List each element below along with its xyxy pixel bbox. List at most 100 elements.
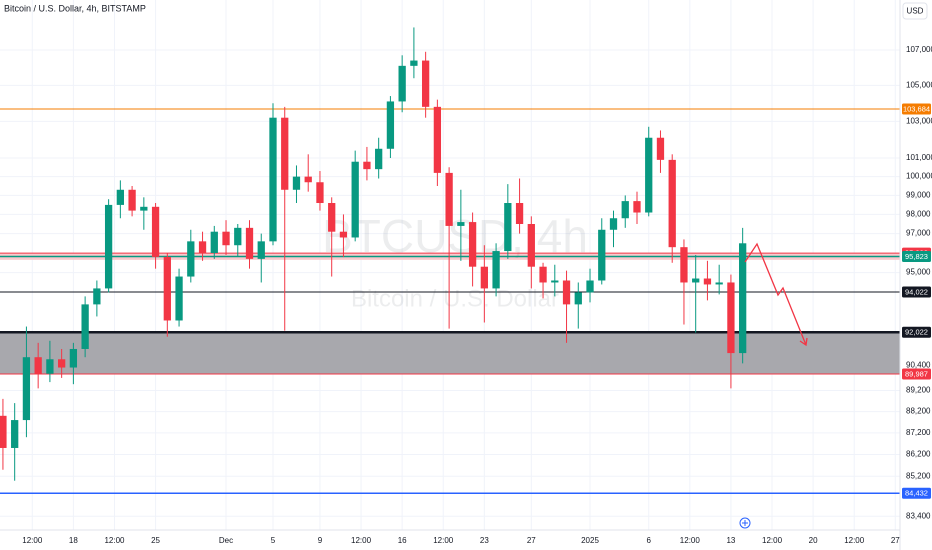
candle-body	[128, 189, 136, 211]
y-tick-label: 83,400	[906, 511, 931, 520]
x-tick-label: 6	[647, 536, 652, 545]
x-tick-label: 27	[891, 536, 900, 545]
candle-body	[351, 161, 359, 238]
level-tag	[902, 286, 931, 298]
candle-body	[304, 176, 312, 183]
zones	[0, 253, 900, 375]
candle-body	[574, 292, 582, 305]
candle-body	[269, 117, 277, 242]
currency[interactable]: USD	[907, 7, 924, 16]
x-tick-label: 12:00	[433, 536, 454, 545]
candle-body	[680, 247, 688, 283]
level-label: 92,022	[905, 328, 928, 337]
levels	[0, 108, 900, 495]
candle-body	[104, 204, 113, 289]
candle-body	[175, 276, 183, 321]
level-tag	[902, 103, 931, 115]
x-tick-label: 18	[69, 536, 78, 545]
candle-body	[668, 159, 676, 248]
axes: 107,000 105,000 103,000 101,000 100,000 99,00…	[22, 45, 932, 545]
x-tick-label: 13	[726, 536, 735, 545]
chart-title: Bitcoin / U.S. Dollar, 4h, BITSTAMP	[4, 3, 146, 13]
candle-body	[187, 241, 195, 277]
candle-body	[492, 251, 500, 289]
candle-body	[328, 203, 336, 232]
candle-body	[621, 201, 629, 219]
x-tick-label: 27	[527, 536, 536, 545]
candle-body	[633, 201, 641, 213]
candle-body	[257, 241, 265, 259]
candle-body	[515, 203, 524, 224]
x-tick-label: 2025	[581, 536, 599, 545]
x-tick-label: 12:00	[844, 536, 865, 545]
candle-body	[210, 231, 218, 254]
candle-body	[0, 415, 7, 448]
candles	[0, 27, 747, 481]
x-tick-label: 12:00	[104, 536, 125, 545]
level-tag	[902, 250, 931, 262]
y-tick-label: 107,000	[906, 45, 932, 54]
y-tick-label: 90,400	[906, 361, 931, 370]
y-tick-label: 99,000	[906, 191, 931, 200]
candle-body	[339, 231, 348, 238]
candle-body	[457, 222, 465, 226]
candle-body	[234, 227, 242, 246]
x-tick-label: 9	[318, 536, 323, 545]
level-label: 95,823	[905, 252, 928, 261]
x-tick-label: 12:00	[351, 536, 372, 545]
x-tick-label: 12:00	[762, 536, 783, 545]
currency-box[interactable]	[902, 2, 928, 20]
candle-body	[386, 101, 395, 149]
candle-body	[445, 172, 453, 226]
candle-body	[58, 359, 66, 368]
watermark: BTCUSD, 4h	[322, 210, 588, 262]
y-tick-label: 95,000	[906, 268, 931, 277]
x-tick-label: 12:00	[22, 536, 43, 545]
x-tick-label: Dec	[219, 536, 233, 545]
y-tick-label: 89,200	[906, 386, 931, 395]
candle-body	[398, 65, 406, 102]
y-tick-label: 100,000	[906, 172, 932, 181]
add-icon	[742, 520, 748, 526]
candle-body	[363, 161, 371, 170]
level-label: 84,432	[905, 489, 928, 498]
x-tick-label: 23	[480, 536, 489, 545]
candle-body	[222, 231, 230, 246]
candle-body	[69, 348, 78, 368]
level-tag	[902, 368, 931, 380]
x-tick-label: 25	[151, 536, 160, 545]
candle-body	[598, 229, 606, 281]
candle-body	[316, 182, 324, 204]
candle-body	[421, 60, 430, 107]
candle-body	[468, 222, 477, 267]
level-label: 89,987	[905, 370, 928, 379]
candle-body	[292, 176, 301, 190]
candle-body	[22, 357, 31, 421]
candle-body	[245, 227, 254, 259]
candle-body	[562, 280, 571, 305]
candle-body	[11, 420, 19, 448]
x-tick-label: 12:00	[680, 536, 701, 545]
candle-body	[375, 148, 383, 170]
candle-body	[433, 106, 442, 173]
candle-body	[93, 288, 101, 305]
y-tick-label: 85,200	[906, 471, 931, 480]
candle-body	[198, 241, 207, 254]
x-tick-label: 20	[809, 536, 818, 545]
candle-body	[163, 256, 171, 321]
level-tag	[902, 326, 931, 338]
candle-body	[281, 117, 289, 190]
candle-body	[151, 206, 160, 257]
y-tick-label: 87,200	[906, 428, 931, 437]
zone	[0, 332, 900, 375]
candle-body	[539, 266, 547, 283]
candle-body	[140, 206, 148, 211]
y-tick-label: 101,000	[906, 153, 932, 162]
candle-body	[727, 282, 735, 354]
candle-body	[527, 223, 535, 267]
level-label: 94,022	[905, 287, 928, 296]
candle-body	[692, 278, 700, 283]
candle-body	[703, 278, 712, 285]
candle-body	[645, 137, 653, 213]
